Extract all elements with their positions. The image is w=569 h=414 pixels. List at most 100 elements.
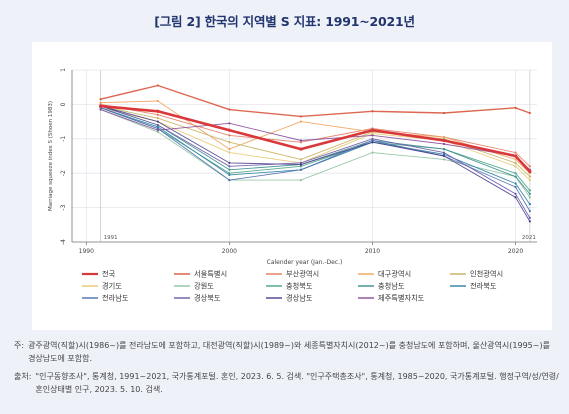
- series-point: [442, 142, 446, 146]
- y-tick-label: -3: [60, 204, 67, 210]
- x-tick-label: 2000: [222, 248, 237, 255]
- y-tick-label: -1: [60, 136, 67, 142]
- legend-label: 강원도: [194, 282, 214, 291]
- series-point: [228, 108, 231, 111]
- series-point: [228, 161, 231, 164]
- legend-label: 전라남도: [102, 294, 129, 303]
- series-point: [442, 138, 446, 143]
- series-point: [228, 165, 231, 168]
- series-point: [299, 147, 303, 151]
- x-tick-label: 1990: [79, 248, 94, 255]
- series-point: [528, 111, 531, 115]
- series-point: [156, 109, 160, 113]
- series-point: [156, 130, 159, 134]
- legend-label: 경상북도: [194, 294, 221, 303]
- series-point: [99, 104, 103, 108]
- series-point: [514, 158, 517, 161]
- series-point: [156, 129, 159, 132]
- legend-label: 전국: [102, 270, 116, 279]
- plot-area: [72, 70, 537, 242]
- source-row: 출처: "인구동향조사", 통계청, 1991~2021, 국가통계포털. 혼인…: [14, 371, 559, 396]
- series-point: [99, 108, 102, 111]
- series-point: [299, 120, 303, 123]
- source-text: "인구동향조사", 통계청, 1991~2021, 국가통계포털. 혼인, 20…: [35, 372, 559, 394]
- series-point: [156, 84, 159, 87]
- grid-layer: [72, 69, 537, 243]
- series-point: [528, 216, 531, 220]
- series-point: [528, 209, 531, 213]
- series-point: [528, 196, 531, 199]
- x-axis-title: Calender year (Jan.-Dec.): [267, 259, 343, 266]
- series-line: [100, 109, 531, 198]
- series-point: [528, 165, 531, 168]
- series-point: [371, 141, 374, 144]
- series-point: [299, 115, 303, 118]
- series-point: [370, 128, 375, 132]
- series-point: [228, 134, 231, 137]
- series-point: [371, 134, 374, 137]
- y-tick-label: -2: [60, 170, 67, 176]
- chart-card: 1 0 -1 -2 -3 -4 1990 2000 2010 2020 1991 2021 Calend…: [32, 42, 552, 330]
- series-line: [99, 104, 532, 173]
- series-point: [513, 154, 518, 158]
- series-point: [528, 189, 531, 192]
- series-point: [299, 165, 303, 168]
- series-point: [299, 141, 303, 144]
- series-point: [299, 168, 303, 171]
- series-point: [99, 101, 102, 104]
- series-point: [514, 106, 517, 109]
- series-layer: [99, 84, 532, 223]
- legend-label: 부산광역시: [286, 270, 319, 279]
- reference-line-label: 1991: [104, 235, 118, 241]
- series-point: [156, 123, 159, 127]
- series-line: [100, 103, 531, 167]
- series-point: [371, 151, 374, 154]
- legend-label: 전라북도: [470, 282, 497, 291]
- series-point: [299, 178, 303, 182]
- series-point: [228, 173, 231, 177]
- series-point: [528, 169, 532, 174]
- series-point: [99, 98, 102, 101]
- series-point: [514, 172, 517, 175]
- series-line: [100, 105, 531, 219]
- series-point: [156, 125, 159, 128]
- series-point: [514, 151, 517, 154]
- reference-line-label: 2021: [522, 235, 536, 241]
- series-point: [156, 120, 159, 123]
- series-point: [371, 110, 374, 113]
- series-point: [299, 163, 303, 166]
- line-chart: 1 0 -1 -2 -3 -4 1990 2000 2010 2020 1991 2021 Calend…: [48, 68, 537, 303]
- series-point: [228, 141, 231, 144]
- source-label: 출처:: [14, 372, 32, 381]
- series-line: [100, 107, 531, 212]
- series-line: [99, 84, 531, 118]
- series-line: [100, 107, 531, 205]
- y-tick-label: -4: [60, 239, 67, 245]
- series-point: [514, 175, 517, 178]
- series-point: [528, 178, 531, 182]
- series-line: [100, 107, 531, 191]
- series-point: [442, 153, 446, 156]
- legend-label: 경기도: [102, 282, 122, 291]
- series-line: [100, 105, 531, 195]
- series-point: [228, 178, 231, 182]
- series-point: [442, 151, 446, 154]
- series-point: [514, 192, 517, 195]
- series-point: [228, 122, 231, 125]
- legend-label: 대구광역시: [378, 270, 411, 279]
- series-point: [528, 192, 531, 195]
- series-point: [299, 161, 303, 164]
- legend-label: 인천광역시: [470, 270, 503, 279]
- y-tick-label: 0: [60, 102, 67, 106]
- legend-label: 경상남도: [286, 294, 313, 303]
- x-tick-label: 2020: [508, 248, 523, 255]
- legend-label: 충청북도: [286, 282, 313, 291]
- series-line: [100, 100, 531, 174]
- series-point: [514, 165, 517, 168]
- series-line: [100, 105, 531, 178]
- y-tick-label: 1: [60, 68, 67, 72]
- legend-label: 서울특별시: [194, 270, 227, 279]
- series-point: [528, 220, 531, 223]
- series-line: [100, 105, 531, 222]
